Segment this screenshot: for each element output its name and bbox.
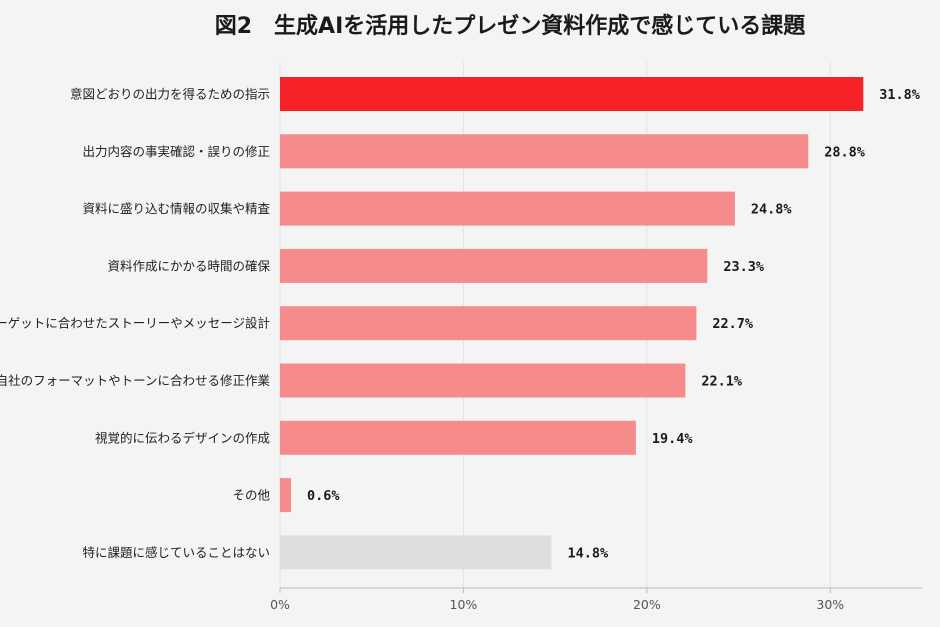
category-labels: 意図どおりの出力を得るための指示出力内容の事実確認・誤りの修正資料に盛り込む情報… [0,87,270,560]
data-label: 28.8% [824,144,866,160]
data-label: 22.7% [712,316,754,332]
category-label: 出力内容の事実確認・誤りの修正 [82,144,270,159]
bar [280,248,708,283]
category-label: ターゲットに合わせたストーリーやメッセージ設計 [0,316,270,331]
bar [280,134,809,169]
data-label: 14.8% [567,545,609,561]
data-label: 22.1% [701,374,743,390]
value-labels: 31.8% 28.8% 24.8% 23.3% 22.7% 22.1% 19.4% 0.6% 1… [307,87,921,561]
x-axis: 0% 10% 20% 30% [270,587,922,612]
category-label: 意図どおりの出力を得るための指示 [70,87,270,102]
bar [280,77,864,111]
category-label: 自社のフォーマットやトーンに合わせる修正作業 [0,373,270,388]
bar [280,535,552,570]
bar [280,363,686,398]
x-tick-label: 10% [450,597,478,612]
category-label: 資料作成にかかる時間の確保 [107,258,270,273]
category-label: 特に課題に感じていることはない [82,545,270,560]
category-label: その他 [232,488,270,503]
bar [280,306,697,341]
category-label: 資料に盛り込む情報の収集や精査 [82,201,270,216]
data-label: 23.3% [723,259,765,275]
bar [280,478,292,513]
x-tick-label: 20% [633,597,661,612]
data-label: 0.6% [307,488,340,504]
category-label: 視覚的に伝わるデザインの作成 [95,430,270,445]
bar [280,191,735,226]
x-tick-label: 30% [816,597,844,612]
bars [280,77,864,570]
x-tick-label: 0% [270,597,290,612]
data-label: 19.4% [652,431,694,447]
data-label: 31.8% [879,87,921,103]
chart-title: 図2 生成AIを活用したプレゼン資料作成で感じている課題 [215,13,807,39]
data-label: 24.8% [751,202,793,218]
bar [280,420,636,455]
